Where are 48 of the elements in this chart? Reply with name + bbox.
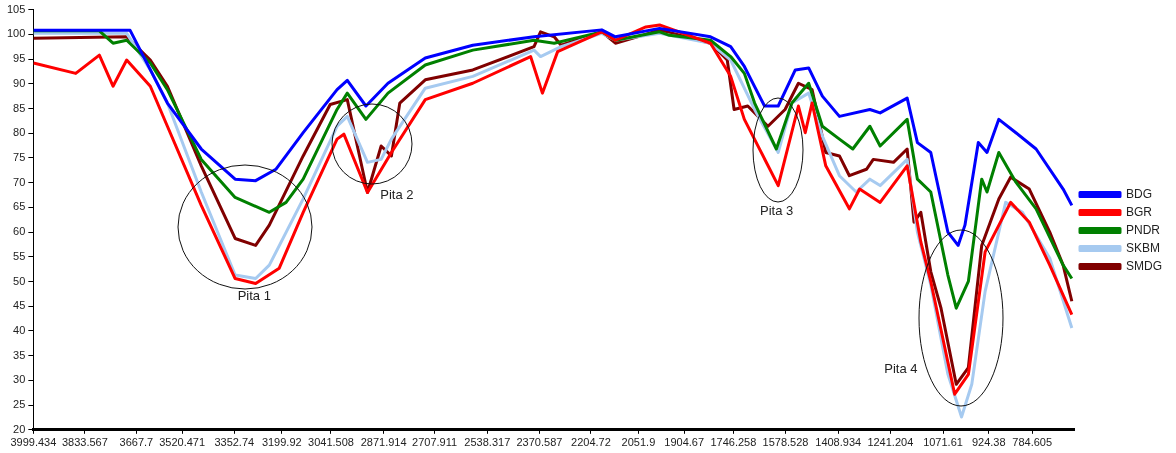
y-tick-label: 40 (13, 323, 26, 336)
y-tick-label: 90 (13, 76, 26, 89)
annotation: Pita 3 (760, 202, 794, 218)
x-tick-label: 3352.74 (214, 436, 255, 449)
x-tick-label: 2871.914 (360, 436, 407, 449)
y-tick-label: 105 (6, 2, 26, 15)
y-tick-label: 30 (13, 373, 26, 386)
y-tick-label: 70 (13, 175, 26, 188)
x-tick-label: 1408.934 (815, 436, 862, 449)
x-tick-label: 2538.317 (464, 436, 511, 449)
x-tick-label: 2370.587 (516, 436, 563, 449)
x-tick-label: 3041.508 (308, 436, 354, 449)
y-tick-label: 35 (13, 348, 26, 361)
y-tick-label: 75 (13, 150, 26, 163)
x-tick-label: 924.38 (971, 436, 1006, 449)
legend-label: SMDG (1126, 258, 1162, 273)
y-tick-label: 50 (13, 274, 26, 287)
x-tick-label: 1071.61 (923, 436, 963, 449)
y-tick-label: 60 (13, 225, 26, 238)
legend-label: SKBM (1126, 240, 1161, 255)
x-tick-label: 3999.434 (10, 436, 57, 449)
y-tick-label: 95 (13, 52, 26, 65)
y-tick-label: 25 (13, 398, 26, 411)
x-tick-label: 1578.528 (762, 436, 809, 449)
y-tick-label: 20 (13, 422, 26, 435)
y-tick-label: 45 (13, 299, 26, 312)
x-tick-label: 3833.567 (61, 436, 108, 449)
x-tick-label: 3520.471 (159, 436, 206, 449)
annotation: Pita 1 (237, 288, 271, 304)
x-tick-label: 1241.204 (867, 436, 914, 449)
y-tick-label: 80 (13, 126, 26, 139)
y-tick-label: 100 (6, 27, 26, 40)
legend-label: BGR (1126, 204, 1153, 219)
x-tick-label: 1746.258 (710, 436, 757, 449)
x-tick-label: 2051.9 (621, 436, 656, 449)
x-tick-label: 2707.911 (412, 436, 458, 449)
x-tick-label: 784.605 (1012, 436, 1053, 449)
legend-label: BDG (1126, 186, 1153, 201)
x-tick-label: 2204.72 (571, 436, 611, 449)
y-tick-label: 65 (13, 200, 26, 213)
legend-label: PNDR (1126, 222, 1161, 237)
annotation: Pita 4 (884, 360, 918, 376)
x-tick-label: 1904.67 (664, 436, 705, 449)
y-tick-label: 85 (13, 101, 26, 114)
y-tick-label: 55 (13, 249, 26, 262)
x-tick-label: 3667.7 (119, 436, 154, 449)
x-tick-label: 3199.92 (261, 436, 302, 449)
annotation: Pita 2 (380, 186, 414, 202)
